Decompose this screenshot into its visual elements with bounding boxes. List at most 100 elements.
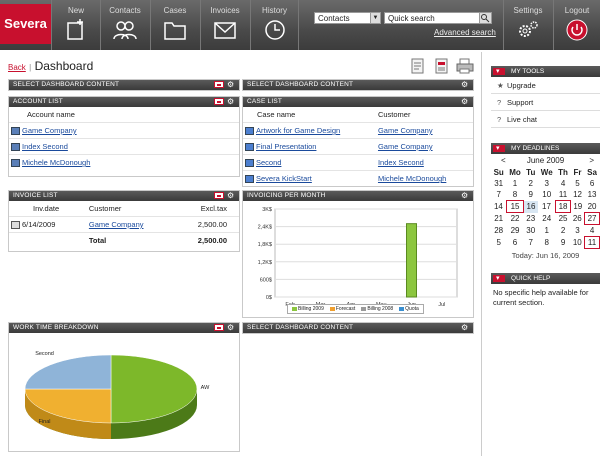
calendar-day[interactable]: 26	[572, 214, 582, 223]
case-link[interactable]: Final Presentation	[256, 142, 317, 152]
next-month-button[interactable]: >	[589, 156, 594, 165]
document-icon[interactable]	[410, 58, 426, 74]
tool-support[interactable]: ? Support	[491, 94, 600, 111]
search-scope-select[interactable]: Contacts ▼	[314, 12, 381, 24]
calendar-day[interactable]: 15	[505, 200, 525, 213]
gear-icon[interactable]: ⚙	[461, 97, 469, 106]
calendar-day[interactable]: 13	[587, 190, 597, 200]
calendar-day[interactable]: 4	[589, 226, 595, 235]
calendar-day[interactable]: 29	[510, 226, 520, 235]
customer-link[interactable]: Index Second	[377, 158, 424, 168]
tool-live-chat[interactable]: ? Live chat	[491, 111, 600, 128]
panel-header[interactable]: MY TOOLS	[491, 66, 600, 77]
calendar-day[interactable]: 25	[558, 214, 568, 224]
case-link[interactable]: Second	[256, 158, 282, 168]
account-link[interactable]: Michele McDonough	[22, 158, 91, 168]
calendar-day[interactable]: 18	[555, 200, 571, 213]
prev-month-button[interactable]: <	[501, 156, 506, 165]
calendar-day[interactable]: 10	[572, 238, 582, 247]
gear-icon[interactable]: ⚙	[227, 80, 235, 89]
calendar-day[interactable]: 17	[542, 202, 551, 211]
select-content-panel-1: SELECT DASHBOARD CONTENT ⚙	[8, 79, 240, 91]
back-link[interactable]: Back	[8, 63, 26, 72]
calendar-day[interactable]: 10	[542, 190, 552, 200]
calendar-day[interactable]: 20	[587, 201, 597, 211]
case-link[interactable]: Artwork for Game Design	[256, 126, 341, 135]
tool-upgrade[interactable]: ★ Upgrade	[491, 77, 600, 94]
gear-icon[interactable]: ⚙	[461, 80, 469, 89]
calendar-day[interactable]: 19	[573, 202, 583, 211]
calendar-day[interactable]: 4	[560, 179, 566, 188]
panel-header[interactable]: QUICK HELP	[491, 273, 600, 284]
nav-contacts[interactable]: Contacts	[100, 0, 149, 50]
calendar-day[interactable]: 1	[512, 179, 518, 188]
flag-icon[interactable]	[214, 81, 224, 88]
gear-icon[interactable]: ⚙	[227, 323, 235, 332]
nav-settings[interactable]: Settings	[503, 0, 552, 50]
flag-icon[interactable]	[214, 98, 224, 105]
table-row: Artwork for Game Design Game Company	[243, 122, 473, 140]
calendar-day[interactable]: 1	[544, 226, 549, 235]
nav-logout[interactable]: Logout	[553, 0, 600, 50]
calendar-day[interactable]: 28	[494, 226, 504, 235]
calendar-day[interactable]: 12	[573, 190, 582, 200]
invoice-customer-link[interactable]: Game Company	[88, 220, 144, 229]
calendar-day[interactable]: 5	[575, 179, 580, 188]
quick-search-placeholder: Quick search	[388, 14, 435, 23]
calendar-day[interactable]: 2	[528, 179, 533, 188]
customer-link[interactable]: Game Company	[377, 126, 433, 135]
calendar-day[interactable]: 3	[575, 226, 580, 235]
nav-history[interactable]: History	[250, 0, 299, 50]
calendar-day[interactable]: 7	[496, 190, 501, 200]
calendar-day[interactable]: 22	[510, 214, 520, 224]
calendar-day[interactable]: 8	[544, 238, 549, 247]
chevron-down-icon[interactable]: ▼	[370, 13, 380, 23]
calendar-doc-icon[interactable]	[434, 58, 450, 74]
nav-invoices[interactable]: Invoices	[200, 0, 249, 50]
gear-icon[interactable]: ⚙	[461, 323, 469, 332]
calendar-day[interactable]: 2	[560, 226, 566, 235]
calendar-day[interactable]: 23	[526, 214, 536, 223]
case-link[interactable]: Severa KickStart	[256, 174, 312, 184]
calendar-month: June 2009	[526, 156, 565, 165]
calendar-day[interactable]: 6	[589, 179, 595, 188]
calendar-day[interactable]: 8	[512, 190, 518, 199]
calendar-day[interactable]: 9	[560, 238, 566, 247]
severa-logo[interactable]: Severa	[0, 4, 51, 44]
calendar-day[interactable]: 6	[512, 238, 518, 247]
quick-search-input[interactable]: Quick search	[384, 12, 492, 24]
calendar-day[interactable]: 30	[526, 226, 536, 235]
customer-link[interactable]: Michele McDonough	[377, 174, 447, 184]
print-icon[interactable]	[456, 58, 474, 74]
gear-icon[interactable]: ⚙	[227, 191, 235, 200]
calendar-day[interactable]: 9	[528, 190, 533, 200]
breadcrumb-separator: |	[29, 63, 32, 72]
panel-title: SELECT DASHBOARD CONTENT	[247, 81, 354, 88]
search-icon[interactable]	[479, 13, 491, 23]
account-link[interactable]: Index Second	[22, 142, 68, 152]
calendar-day[interactable]: 5	[496, 238, 501, 247]
flag-icon[interactable]	[214, 192, 224, 199]
chart-legend: Billing 2009 Forecast Billing 2008 Quota	[287, 304, 424, 314]
nav-new[interactable]: New	[51, 0, 100, 50]
nav-cases[interactable]: Cases	[150, 0, 199, 50]
calendar-day[interactable]: 11	[584, 236, 600, 249]
calendar-day[interactable]: 11	[558, 190, 568, 199]
advanced-search-link[interactable]: Advanced search	[434, 28, 496, 37]
calendar-day[interactable]: 7	[528, 238, 533, 247]
customer-link[interactable]: Game Company	[377, 142, 433, 152]
calendar-day[interactable]: 16	[523, 200, 538, 213]
panel-header: CASE LIST ⚙	[243, 97, 473, 107]
calendar-day[interactable]: 24	[542, 214, 552, 223]
flag-icon[interactable]	[214, 324, 224, 331]
gear-icon[interactable]: ⚙	[227, 97, 235, 106]
calendar-day[interactable]: 14	[493, 202, 503, 211]
gear-icon[interactable]: ⚙	[461, 191, 469, 200]
account-link[interactable]: Game Company	[22, 126, 77, 135]
calendar-day[interactable]: 21	[494, 214, 504, 223]
calendar-day[interactable]: 27	[584, 212, 600, 225]
calendar-day[interactable]: 31	[494, 179, 504, 188]
panel-header[interactable]: MY DEADLINES	[491, 143, 600, 154]
legend-label: Quota	[405, 306, 419, 312]
calendar-day[interactable]: 3	[544, 179, 549, 188]
